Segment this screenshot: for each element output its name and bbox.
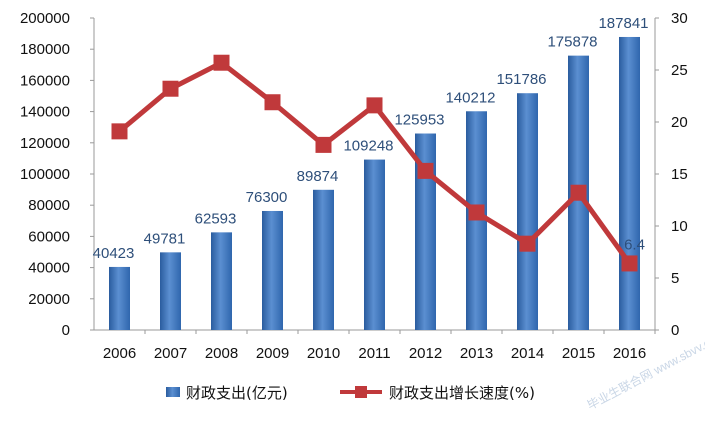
- bar-value-label: 140212: [445, 89, 495, 106]
- bar-value-label: 109248: [343, 138, 393, 155]
- line-point: [315, 136, 332, 153]
- right-tick-label: 25: [671, 62, 688, 79]
- left-tick-label: 180000: [20, 41, 70, 58]
- bar-value-label: 89874: [297, 168, 339, 185]
- line-point: [366, 97, 383, 114]
- bar: [517, 93, 538, 330]
- legend-bar-label: 财政支出(亿元): [186, 384, 288, 402]
- line-point: [213, 54, 230, 71]
- bar: [109, 266, 130, 330]
- x-tick-label: 2013: [460, 345, 493, 362]
- x-tick-label: 2006: [103, 345, 136, 362]
- right-tick-label: 10: [671, 218, 688, 235]
- line-series: [111, 54, 638, 272]
- left-tick-label: 20000: [28, 291, 70, 308]
- left-tick-label: 60000: [28, 228, 70, 245]
- right-tick-label: 20: [671, 114, 688, 131]
- right-tick-label: 15: [671, 166, 688, 183]
- bar: [211, 232, 232, 330]
- legend: 财政支出(亿元) 财政支出增长速度(%): [166, 384, 535, 402]
- x-tick-label: 2008: [205, 345, 238, 362]
- bar: [466, 111, 487, 330]
- bar: [313, 189, 334, 330]
- bar-value-label: 125953: [394, 112, 444, 129]
- line-point: [264, 94, 281, 111]
- bar-value-label: 76300: [246, 189, 288, 206]
- left-tick-label: 0: [62, 322, 70, 339]
- bar-value-label: 175878: [547, 34, 597, 51]
- line-point: [111, 123, 128, 140]
- bar-value-label: 40423: [93, 245, 135, 262]
- line-value-label: 6.4: [624, 236, 645, 253]
- left-tick-label: 80000: [28, 197, 70, 214]
- x-tick-label: 2016: [613, 345, 646, 362]
- bar: [364, 159, 385, 330]
- x-tick-label: 2007: [154, 345, 187, 362]
- axes-group: 0 20000 40000 60000 80000 100000 120000 140000 1…: [20, 10, 688, 362]
- legend-line-label: 财政支出增长速度(%): [389, 384, 535, 402]
- x-tick-label: 2014: [511, 345, 544, 362]
- left-tick-label: 140000: [20, 104, 70, 121]
- line-point: [519, 235, 536, 252]
- left-tick-label: 100000: [20, 166, 70, 183]
- right-tick-label: 5: [671, 270, 679, 287]
- bar-value-label: 49781: [144, 230, 186, 247]
- left-tick-label: 40000: [28, 260, 70, 277]
- left-tick-label: 160000: [20, 72, 70, 89]
- right-tick-label: 0: [671, 322, 679, 339]
- x-tick-label: 2011: [358, 345, 390, 362]
- bar-value-label: 151786: [496, 71, 546, 88]
- line-point: [621, 255, 638, 272]
- watermark: 毕业生联合网 www.sbvv.com: [584, 327, 705, 412]
- line-point: [468, 204, 485, 221]
- left-tick-label: 120000: [20, 135, 70, 152]
- x-tick-label: 2012: [409, 345, 442, 362]
- data-labels: 40423 49781 62593 76300 89874109248125953140…: [93, 15, 649, 262]
- line-point: [417, 162, 434, 179]
- right-tick-label: 30: [671, 10, 688, 27]
- bar: [262, 210, 283, 330]
- x-tick-label: 2015: [562, 345, 595, 362]
- bar-value-label: 187841: [598, 15, 648, 32]
- bar: [415, 133, 436, 330]
- bar: [160, 252, 181, 330]
- left-tick-label: 200000: [20, 10, 70, 27]
- legend-line-marker: [355, 386, 367, 398]
- bar-value-label: 62593: [195, 210, 237, 227]
- x-tick-label: 2010: [307, 345, 340, 362]
- line-point: [570, 184, 587, 201]
- bar: [619, 36, 640, 330]
- bar-series: [109, 36, 640, 331]
- line-point: [162, 80, 179, 97]
- x-tick-label: 2009: [256, 345, 289, 362]
- legend-bar-swatch: [166, 387, 180, 397]
